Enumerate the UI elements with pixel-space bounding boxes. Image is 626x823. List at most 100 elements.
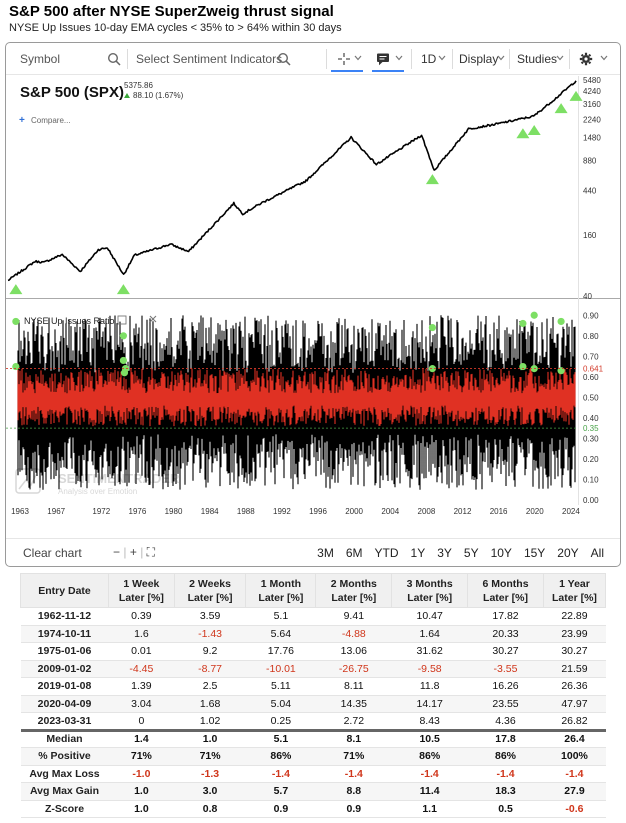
table-cell: 26.4 — [543, 728, 606, 748]
table-cell: 1.68 — [174, 695, 246, 713]
table-cell: 20.33 — [467, 625, 544, 643]
price-tick-label: 40 — [583, 292, 592, 301]
column-header: 1 Year Later [%] — [542, 573, 607, 608]
table-row: 2023-03-31 0 1.02 0.25 2.72 8.43 4.36 26.82 — [20, 712, 606, 731]
chevron-down-icon[interactable] — [600, 55, 608, 61]
range-selector: 3M 6M YTD 1Y 3Y 5Y 10Y 15Y 20Y All — [305, 546, 604, 560]
sentiment-indicator-select[interactable]: Select Sentiment Indicators — [136, 52, 283, 66]
row-label: 2019-01-08 — [20, 677, 109, 696]
signal-dot — [519, 362, 527, 371]
range-5y[interactable]: 5Y — [463, 546, 479, 560]
active-tool-indicator — [331, 70, 363, 72]
zoom-in-button[interactable]: + — [129, 545, 137, 559]
clear-chart-button[interactable]: Clear chart — [23, 546, 82, 560]
gear-icon[interactable] — [579, 52, 593, 66]
table-cell: 3.04 — [108, 695, 175, 713]
table-cell: 1.1 — [391, 800, 468, 818]
chart-area[interactable]: S&P 500 (SPX) 5375.86 88.10 (1.67%) + Co… — [6, 43, 621, 567]
signal-dot — [119, 356, 128, 365]
table-row: Z-Score 1.0 0.8 0.9 0.9 1.1 0.5 -0.6 — [20, 800, 606, 818]
chevron-down-icon[interactable] — [438, 55, 446, 61]
settings-square-icon[interactable] — [117, 315, 127, 325]
chevron-down-icon[interactable] — [556, 55, 564, 61]
indicator-tick-label: 0.80 — [583, 332, 599, 341]
table-cell: 86% — [391, 747, 468, 766]
plus-icon[interactable]: + — [19, 115, 25, 126]
table-cell: 21.59 — [543, 660, 606, 678]
signal-triangle — [554, 103, 568, 114]
range-1y[interactable]: 1Y — [410, 546, 426, 560]
indicator-tick-label: 0.30 — [583, 434, 599, 443]
toolbar-divider — [452, 49, 453, 69]
row-label: 1975-01-06 — [20, 642, 109, 661]
table-cell: 14.35 — [315, 695, 392, 713]
table-cell: 0.39 — [108, 607, 175, 626]
table-cell: 47.97 — [543, 695, 606, 713]
table-cell: 71% — [174, 747, 246, 766]
signal-dot — [557, 317, 565, 326]
table-cell: -4.45 — [108, 660, 175, 678]
search-icon[interactable] — [277, 52, 291, 66]
close-icon[interactable] — [149, 315, 157, 323]
column-header: 3 Months Later [%] — [391, 573, 469, 608]
table-cell: 86% — [467, 747, 544, 766]
zoom-divider: | — [123, 545, 127, 559]
chart-frame: Symbol Select Sentiment Indicators — [5, 42, 621, 567]
range-15y[interactable]: 15Y — [523, 546, 546, 560]
crosshair-icon[interactable] — [337, 52, 351, 66]
table-cell: 3.59 — [174, 607, 246, 626]
range-ytd[interactable]: YTD — [374, 546, 399, 560]
table-header-row: Entry Date 1 Week Later [%] 2 Weeks Late… — [20, 573, 607, 608]
indicator-tick-label: 0.70 — [583, 352, 599, 361]
range-6m[interactable]: 6M — [345, 546, 363, 560]
signal-dot — [428, 365, 437, 373]
range-3y[interactable]: 3Y — [437, 546, 452, 560]
chevron-down-icon[interactable] — [497, 55, 505, 61]
price-tick-label: 3160 — [583, 100, 601, 109]
table-cell: 10.5 — [391, 728, 468, 748]
table-cell: 0.5 — [467, 800, 544, 818]
fit-icon[interactable]: ⛶ — [146, 545, 156, 559]
range-3m[interactable]: 3M — [317, 546, 334, 560]
search-icon[interactable] — [107, 52, 121, 66]
range-all[interactable]: All — [590, 546, 604, 560]
table-cell: 11.4 — [391, 782, 468, 801]
zoom-out-button[interactable]: − — [113, 545, 121, 559]
indicator-tick-label: 0.60 — [583, 373, 599, 382]
indicator-tick-label: 0.50 — [583, 393, 599, 402]
studies-menu[interactable]: Studies — [517, 52, 558, 66]
table-cell: 1.64 — [391, 625, 468, 643]
lower-level-tag — [580, 423, 604, 434]
compare-button[interactable]: Compare... — [31, 116, 71, 125]
column-header: Entry Date — [20, 573, 109, 608]
chevron-down-icon[interactable] — [354, 55, 362, 61]
chevron-down-icon[interactable] — [395, 55, 403, 61]
price-tick-label: 4240 — [583, 87, 601, 96]
price-tick-label: 880 — [583, 156, 597, 165]
indicator-tick-label: 0.40 — [583, 414, 599, 423]
x-tick-label: 2024 — [562, 507, 580, 516]
table-cell: 1.6 — [108, 625, 175, 643]
comment-icon[interactable] — [376, 52, 390, 66]
interval-select[interactable]: 1D — [421, 52, 437, 66]
signal-triangle — [116, 284, 130, 295]
range-20y[interactable]: 20Y — [557, 546, 579, 560]
row-label: 2020-04-09 — [20, 695, 109, 713]
table-cell: -9.58 — [391, 660, 468, 678]
table-cell: 5.7 — [245, 782, 316, 801]
price-tick-label: 2240 — [583, 115, 601, 124]
signal-dot — [12, 317, 20, 326]
table-cell: 5.1 — [245, 607, 316, 626]
table-cell: 18.3 — [467, 782, 544, 801]
table-cell: 5.11 — [245, 677, 316, 696]
price-tick-label: 5480 — [583, 76, 601, 85]
range-10y[interactable]: 10Y — [490, 546, 512, 560]
symbol-input[interactable]: Symbol — [20, 52, 61, 66]
table-cell: 27.9 — [543, 782, 606, 801]
table-cell: 5.04 — [245, 695, 316, 713]
display-menu[interactable]: Display — [459, 52, 499, 66]
indicator-core-bars — [17, 368, 576, 427]
toolbar-divider — [411, 49, 412, 69]
signal-triangle — [569, 90, 583, 101]
x-tick-label: 1988 — [237, 507, 255, 516]
